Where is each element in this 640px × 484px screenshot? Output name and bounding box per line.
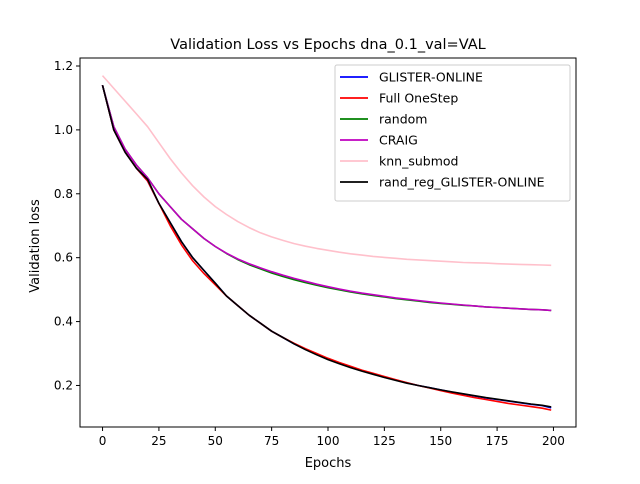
legend-box bbox=[334, 64, 571, 202]
x-tick-label: 75 bbox=[264, 434, 279, 448]
x-tick-label: 125 bbox=[373, 434, 396, 448]
plot-frame bbox=[79, 57, 577, 428]
series-lines bbox=[101, 75, 552, 411]
y-tick-label: 0.8 bbox=[54, 187, 73, 201]
series-line-full-onestep bbox=[101, 85, 552, 411]
y-tick-label: 0.6 bbox=[54, 251, 73, 265]
legend-label: random bbox=[379, 112, 427, 127]
chart-title: Validation Loss vs Epochs dna_0.1_val=VA… bbox=[170, 37, 485, 53]
axis-ticks: 0 25 50 75 100 125 150 175 200 0.2 0.4 0.6 0.8 1.0 1.2 bbox=[54, 59, 565, 448]
series-line-knn-submod bbox=[101, 75, 552, 267]
x-tick-label: 0 bbox=[99, 434, 107, 448]
x-tick-label: 100 bbox=[317, 434, 340, 448]
legend-label: Full OneStep bbox=[379, 91, 458, 106]
x-axis-label: Epochs bbox=[305, 456, 352, 471]
x-tick-label: 175 bbox=[486, 434, 509, 448]
series-line-rand-reg-glister-online bbox=[101, 85, 552, 408]
y-tick-label: 1.2 bbox=[54, 59, 73, 73]
legend-label: knn_submod bbox=[379, 154, 458, 169]
y-tick-label: 1.0 bbox=[54, 123, 73, 137]
legend: GLISTER-ONLINE Full OneStep random CRAIG knn… bbox=[334, 64, 571, 202]
y-tick-label: 0.4 bbox=[54, 315, 73, 329]
legend-label: GLISTER-ONLINE bbox=[379, 70, 483, 85]
x-tick-label: 200 bbox=[542, 434, 565, 448]
legend-label: rand_reg_GLISTER-ONLINE bbox=[379, 175, 545, 190]
x-tick-label: 25 bbox=[151, 434, 166, 448]
x-tick-label: 150 bbox=[429, 434, 452, 448]
y-tick-label: 0.2 bbox=[54, 378, 73, 392]
y-axis-label: Validation loss bbox=[28, 199, 43, 293]
legend-label: CRAIG bbox=[379, 133, 418, 148]
series-line-craig bbox=[101, 84, 552, 312]
x-tick-label: 50 bbox=[208, 434, 223, 448]
